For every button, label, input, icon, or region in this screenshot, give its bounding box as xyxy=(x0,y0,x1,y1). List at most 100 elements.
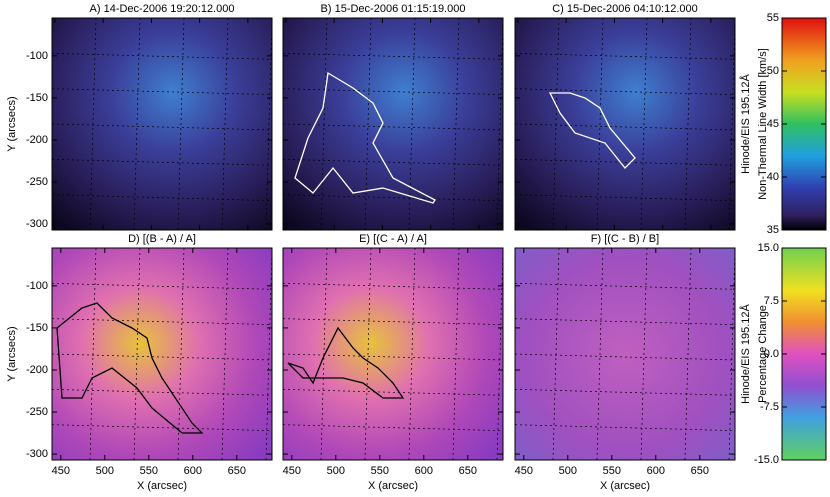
lon-grid xyxy=(364,17,372,231)
x-axis-label: X (arcsec) xyxy=(600,480,650,492)
x-tick-label: 450 xyxy=(283,465,301,477)
y-tick-label: -250 xyxy=(26,176,48,188)
y-tick-label: -100 xyxy=(26,280,48,292)
colorbar-scale xyxy=(781,247,827,461)
x-tick-label: 600 xyxy=(415,465,433,477)
lat-grid xyxy=(514,158,736,166)
colorbar-tick-label: 35 xyxy=(767,224,779,236)
panel: C) 15-Dec-2006 04:10:12.000 xyxy=(514,3,736,231)
panel: D) [(B - A) / A] 450 500 550 600 650 -100 -150 -… xyxy=(6,233,273,492)
frame xyxy=(514,17,736,231)
lon-grid xyxy=(89,247,97,461)
lon-grid xyxy=(728,247,736,461)
contour xyxy=(56,302,204,434)
y-axis-label: Y (arcsecs) xyxy=(6,326,18,381)
y-tick-label: -150 xyxy=(26,92,48,104)
contour xyxy=(294,71,436,204)
lat-grid xyxy=(282,194,504,202)
contour xyxy=(287,326,405,399)
image xyxy=(515,248,735,460)
y-tick-label: -200 xyxy=(26,364,48,376)
lat-grid xyxy=(282,158,504,166)
lat-grid xyxy=(51,52,273,60)
panel-title: A) 14-Dec-2006 19:20:12.000 xyxy=(90,3,235,15)
lat-grid xyxy=(514,88,736,96)
lat-grid xyxy=(51,424,273,432)
frame xyxy=(514,247,736,461)
image xyxy=(515,18,735,230)
panel: A) 14-Dec-2006 19:20:12.000 -100 -150 -200 -… xyxy=(6,3,273,231)
panel: B) 15-Dec-2006 01:15:19.000 xyxy=(282,3,504,231)
lon-grid xyxy=(408,247,416,461)
colorbar: 15.0 7.5 0.0 -7.5 -15.0 Hinode/EIS 195.12Å Per… xyxy=(739,242,827,466)
colorbar-tick-label: 50 xyxy=(767,65,779,77)
image xyxy=(52,248,272,460)
y-tick-label: -200 xyxy=(26,134,48,146)
colorbar: 35 40 45 50 55 Hinode/EIS 195.12Å Non-Thermal … xyxy=(739,12,827,236)
panel-title: F) [(C - B) / B] xyxy=(591,233,659,245)
lat-grid xyxy=(51,88,273,96)
colorbar-tick-label: -15.0 xyxy=(754,454,779,466)
colorbar-label: Non-Thermal Line Width [km/s] xyxy=(757,48,769,200)
y-tick-label: -300 xyxy=(26,448,48,460)
colorbar-tick-label: -7.5 xyxy=(760,401,779,413)
x-tick-label: 600 xyxy=(647,465,665,477)
image xyxy=(283,248,503,460)
lat-grid xyxy=(514,318,736,326)
contour xyxy=(548,92,636,169)
lon-grid xyxy=(596,247,604,461)
lon-grid xyxy=(496,247,504,461)
lon-grid xyxy=(552,247,560,461)
lon-grid xyxy=(320,17,328,231)
lon-grid xyxy=(133,247,141,461)
lon-grid xyxy=(177,247,185,461)
x-axis-label: X (arcsec) xyxy=(368,480,418,492)
panel: F) [(C - B) / B] 450 500 550 600 650 X (arcsec… xyxy=(514,233,736,492)
x-tick-label: 550 xyxy=(140,465,158,477)
lon-grid xyxy=(596,17,604,231)
lat-grid xyxy=(282,388,504,396)
lon-grid xyxy=(133,17,141,231)
image xyxy=(52,18,272,230)
lat-grid xyxy=(514,123,736,131)
lon-grid xyxy=(221,17,229,231)
colorbar-tick-label: 45 xyxy=(767,118,779,130)
lat-grid xyxy=(51,123,273,131)
lat-grid xyxy=(514,282,736,290)
colorbar-tick-label: 55 xyxy=(767,12,779,24)
lon-grid xyxy=(265,17,273,231)
lon-grid xyxy=(496,17,504,231)
lat-grid xyxy=(514,424,736,432)
lon-grid xyxy=(552,17,560,231)
lon-grid xyxy=(452,17,460,231)
x-tick-label: 650 xyxy=(459,465,477,477)
lat-grid xyxy=(282,123,504,131)
x-tick-label: 600 xyxy=(184,465,202,477)
lon-grid xyxy=(684,17,692,231)
lon-grid xyxy=(221,247,229,461)
lon-grid xyxy=(684,247,692,461)
x-axis-label: X (arcsec) xyxy=(137,480,187,492)
y-tick-label: -250 xyxy=(26,406,48,418)
colorbar-label: Percentage Change xyxy=(757,305,769,403)
x-tick-label: 500 xyxy=(96,465,114,477)
frame xyxy=(51,17,273,231)
panel-title: C) 15-Dec-2006 04:10:12.000 xyxy=(552,3,698,15)
x-tick-label: 550 xyxy=(603,465,621,477)
lat-grid xyxy=(514,353,736,361)
panel: E) [(C - A) / A] 450 500 550 600 650 X (arcsec… xyxy=(282,233,504,492)
lat-grid xyxy=(51,194,273,202)
lat-grid xyxy=(51,158,273,166)
colorbar-scale xyxy=(781,17,827,231)
lat-grid xyxy=(282,424,504,432)
lat-grid xyxy=(51,318,273,326)
lat-grid xyxy=(282,282,504,290)
panel-title: B) 15-Dec-2006 01:15:19.000 xyxy=(321,3,466,15)
lon-grid xyxy=(364,247,372,461)
x-tick-label: 500 xyxy=(327,465,345,477)
lon-grid xyxy=(89,17,97,231)
colorbar-tick-label: 40 xyxy=(767,171,779,183)
x-tick-label: 650 xyxy=(691,465,709,477)
lon-grid xyxy=(265,247,273,461)
